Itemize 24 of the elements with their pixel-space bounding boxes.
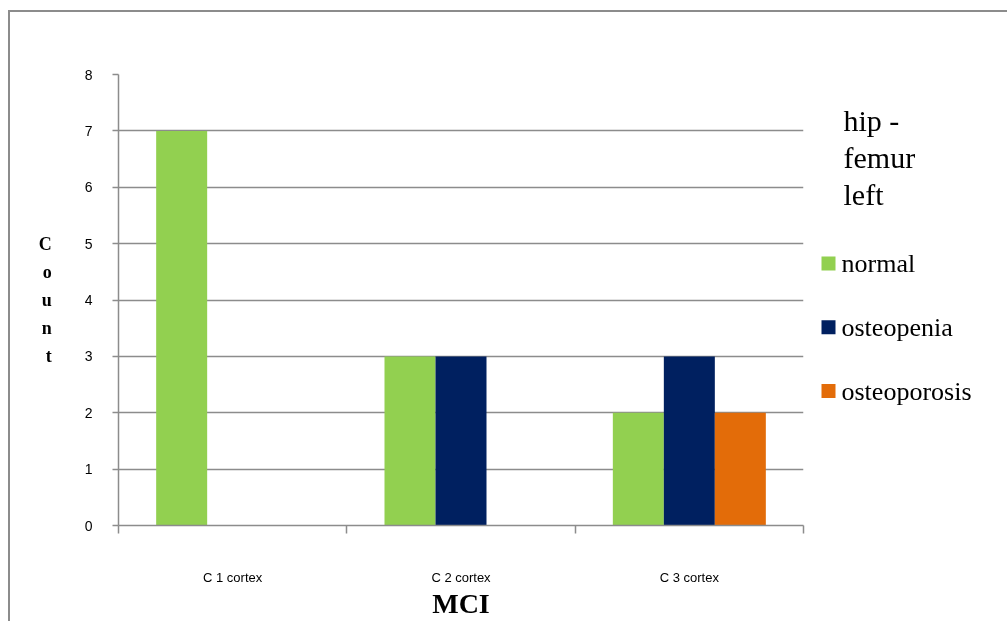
bar <box>663 356 715 526</box>
legend-label: normal <box>841 248 916 278</box>
y-tick-label: 3 <box>84 348 93 365</box>
bar <box>612 412 664 526</box>
y-tick-label: 2 <box>84 404 93 421</box>
y-tick-label: 1 <box>84 461 93 478</box>
x-tick-label: C 1 cortex <box>203 569 263 585</box>
legend-label: osteopenia <box>841 312 954 342</box>
bar <box>435 356 487 526</box>
x-tick-label: C 2 cortex <box>431 569 492 585</box>
x-axis-title: MCI <box>432 587 490 619</box>
y-tick-label: 5 <box>84 235 93 252</box>
legend-title: hip - femur left <box>843 103 916 211</box>
y-tick-label: 4 <box>84 292 93 308</box>
legend-label: osteoporosis <box>841 376 972 406</box>
y-tick-label: 0 <box>84 517 93 534</box>
y-tick-label: 7 <box>84 122 93 139</box>
y-tick-label: 8 <box>84 66 93 83</box>
bar <box>156 130 208 526</box>
bar <box>384 356 436 526</box>
y-tick-label: 6 <box>84 179 93 196</box>
bar <box>714 412 766 526</box>
x-tick-label: C 3 cortex <box>659 569 720 585</box>
y-axis-title: Count <box>38 234 52 366</box>
